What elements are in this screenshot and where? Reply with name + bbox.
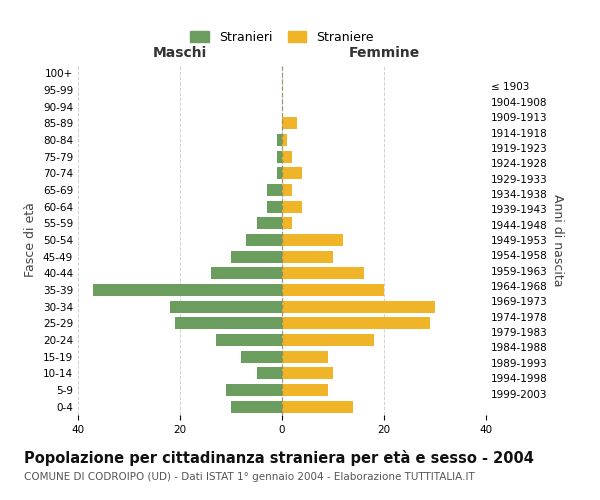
Text: COMUNE DI CODROIPO (UD) - Dati ISTAT 1° gennaio 2004 - Elaborazione TUTTITALIA.I: COMUNE DI CODROIPO (UD) - Dati ISTAT 1° … — [24, 472, 475, 482]
Bar — [282, 150, 292, 162]
Bar — [93, 284, 282, 296]
Bar — [257, 218, 282, 230]
Bar — [282, 200, 302, 212]
Bar — [282, 184, 292, 196]
Legend: Stranieri, Straniere: Stranieri, Straniere — [185, 26, 379, 49]
Bar — [277, 168, 282, 179]
Bar — [282, 268, 364, 280]
Bar — [282, 300, 435, 312]
Bar — [282, 284, 384, 296]
Bar — [266, 200, 282, 212]
Bar — [282, 218, 292, 230]
Bar — [282, 318, 430, 330]
Bar — [216, 334, 282, 346]
Bar — [246, 234, 282, 246]
Bar — [266, 184, 282, 196]
Text: Femmine: Femmine — [349, 46, 419, 60]
Bar — [277, 150, 282, 162]
Bar — [282, 400, 353, 412]
Bar — [282, 250, 333, 262]
Y-axis label: Anni di nascita: Anni di nascita — [551, 194, 564, 286]
Bar — [282, 234, 343, 246]
Bar — [282, 118, 298, 130]
Bar — [257, 368, 282, 380]
Text: Maschi: Maschi — [153, 46, 207, 60]
Bar — [282, 384, 328, 396]
Bar — [231, 400, 282, 412]
Bar — [282, 168, 302, 179]
Bar — [282, 334, 374, 346]
Text: Popolazione per cittadinanza straniera per età e sesso - 2004: Popolazione per cittadinanza straniera p… — [24, 450, 534, 466]
Bar — [170, 300, 282, 312]
Y-axis label: Fasce di età: Fasce di età — [25, 202, 37, 278]
Bar — [282, 350, 328, 362]
Bar — [277, 134, 282, 146]
Bar — [175, 318, 282, 330]
Bar — [231, 250, 282, 262]
Bar — [211, 268, 282, 280]
Bar — [282, 368, 333, 380]
Bar — [241, 350, 282, 362]
Bar — [282, 134, 287, 146]
Bar — [226, 384, 282, 396]
